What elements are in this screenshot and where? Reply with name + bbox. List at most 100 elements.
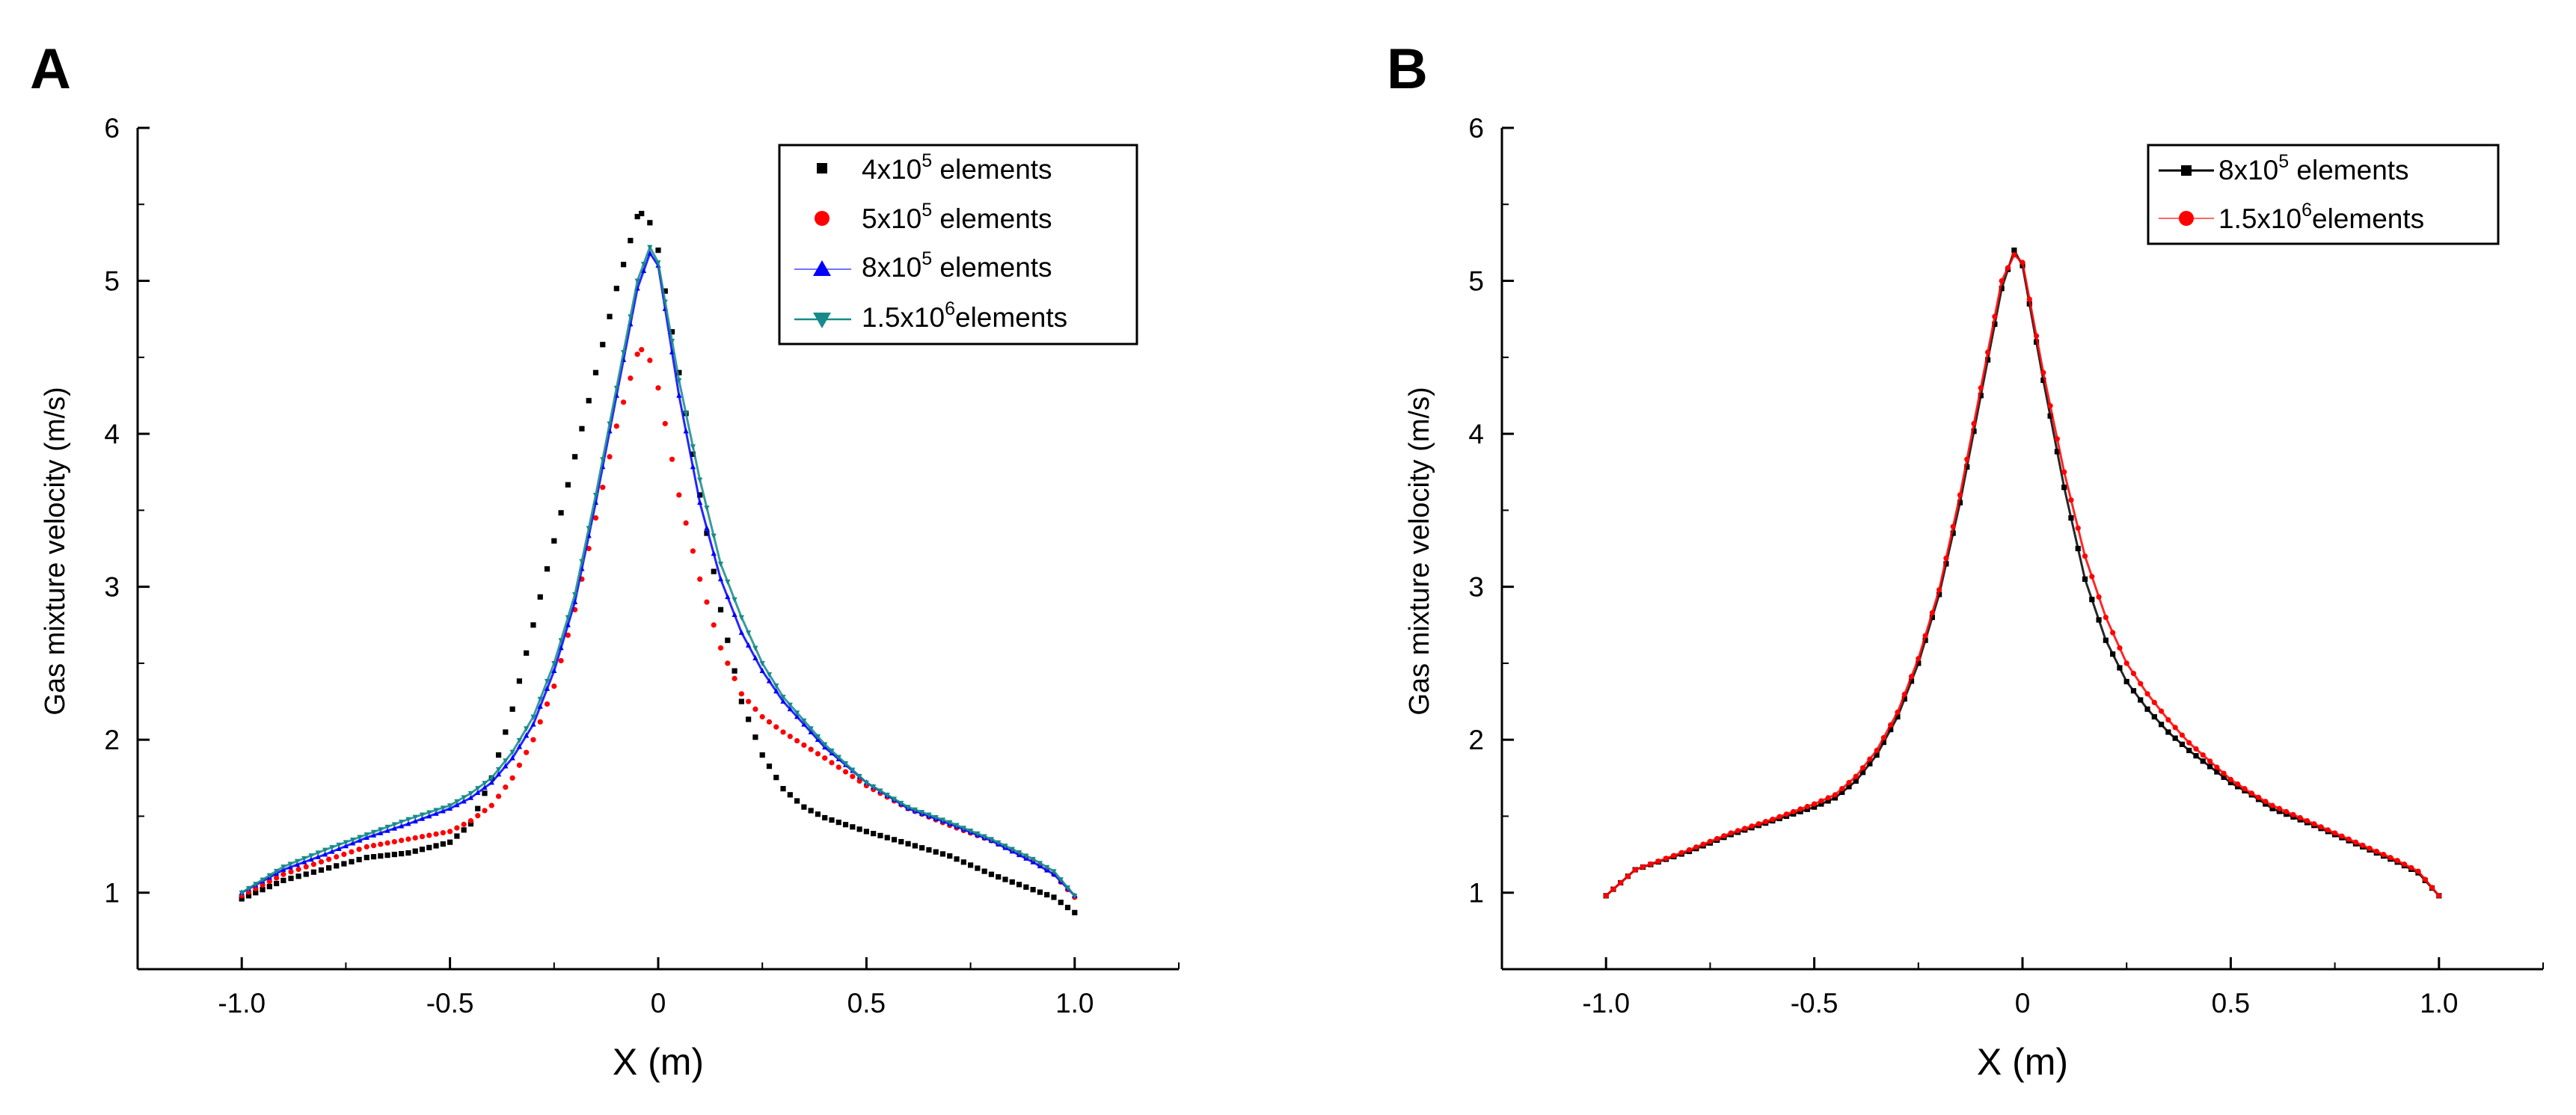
- panel-a-data-point: [315, 853, 321, 859]
- panel-b-data-point: [2011, 248, 2017, 254]
- panel-b-data-point: [1603, 893, 1609, 899]
- panel-a-data-point: [863, 829, 869, 835]
- panel-a-data-point: [690, 548, 696, 554]
- panel-a-data-point: [288, 875, 294, 882]
- panel-b: B 1 2 3 4 5 6 -1.0 -0.5 0 0.5 1.0 X (m) Gas mixtur…: [1387, 37, 2544, 1083]
- panel-a-data-point: [613, 385, 619, 392]
- panel-b-data-point: [1992, 321, 1998, 328]
- panel-a-data-point: [1072, 893, 1078, 900]
- panel-a-data-point: [334, 863, 340, 869]
- panel-b-data-point: [1832, 795, 1839, 801]
- panel-a-data-point: [475, 786, 481, 792]
- panel-b-x-tick-label: 0.5: [2212, 988, 2250, 1019]
- panel-a-data-point: [766, 719, 773, 725]
- panel-a-data-point: [343, 840, 349, 846]
- panel-a-data-point: [794, 737, 800, 744]
- panel-a-data-point: [239, 896, 245, 902]
- panel-a-data-point: [488, 802, 494, 808]
- panel-a-data-point: [954, 823, 960, 829]
- panel-b-legend-entry: 1.5x106elements: [2159, 200, 2424, 234]
- panel-a-data-point: [558, 645, 564, 651]
- panel-a-data-point: [628, 375, 634, 381]
- panel-b-data-point: [2255, 794, 2262, 800]
- panel-a-data-point: [780, 698, 786, 704]
- panel-a-data-point: [378, 841, 384, 847]
- panel-a-data-point: [787, 702, 793, 708]
- panel-a-data-point: [968, 862, 974, 868]
- panel-b-data-point: [2096, 617, 2102, 623]
- panel-a-data-point: [447, 839, 453, 845]
- panel-a-data-point: [780, 695, 786, 701]
- panel-a-data-point: [704, 524, 710, 531]
- panel-a-legend-label: 1.5x106elements: [862, 298, 1067, 333]
- panel-b-data-point: [2117, 645, 2123, 651]
- panel-b-data-point: [2123, 660, 2129, 666]
- panel-a-data-point: [503, 763, 509, 769]
- panel-b-data-point: [2276, 808, 2282, 814]
- panel-a-data-point: [364, 844, 369, 850]
- panel-a-data-point: [544, 685, 551, 691]
- panel-a-data-point: [822, 755, 828, 761]
- panel-b-data-point: [1791, 808, 1797, 814]
- panel-a-data-point: [808, 808, 814, 814]
- panel-b-data-point: [2165, 729, 2171, 735]
- panel-a-data-point: [364, 855, 369, 861]
- panel-a-data-point: [260, 887, 266, 893]
- panel-a-data-point: [738, 629, 744, 635]
- panel-a-data-point: [572, 454, 578, 460]
- panel-a-data-point: [690, 464, 696, 470]
- panel-a-data-point: [349, 849, 355, 855]
- panel-a-data-point: [662, 420, 668, 427]
- panel-a-x-axis-title: X (m): [613, 1041, 704, 1083]
- panel-a-data-point: [1072, 909, 1078, 915]
- panel-a-data-point: [399, 838, 405, 844]
- panel-a-data-point: [752, 734, 758, 740]
- panel-a-data-point: [697, 492, 703, 498]
- panel-a-legend-square-marker-icon: [817, 163, 827, 173]
- panel-b-data-point: [1999, 286, 2005, 292]
- panel-b-series: [1603, 252, 2442, 899]
- panel-a-data-point: [960, 859, 966, 865]
- panel-b-data-point: [1985, 349, 1991, 355]
- panel-b-data-point: [1978, 385, 1984, 391]
- panel-a-data-point: [516, 743, 522, 749]
- panel-a-data-point: [294, 858, 301, 864]
- panel-a-data-point: [551, 661, 557, 667]
- panel-a-data-point: [370, 829, 377, 835]
- panel-a-data-point: [1016, 882, 1022, 888]
- panel-a-legend-label: 8x105 elements: [862, 248, 1052, 283]
- panel-a-data-point: [1002, 876, 1008, 882]
- panel-a-data-point: [676, 369, 682, 375]
- panel-b-data-point: [2346, 836, 2352, 842]
- panel-a-data-point: [996, 840, 1002, 846]
- panel-a-data-point: [412, 848, 418, 854]
- panel-a-data-point: [301, 856, 307, 862]
- panel-a-data-point: [676, 492, 682, 498]
- panel-a-data-point: [759, 667, 765, 674]
- panel-b-data-point: [2207, 764, 2213, 770]
- panel-a-data-point: [1044, 864, 1050, 870]
- panel-b-data-point: [2061, 485, 2067, 491]
- panel-b-data-point: [2388, 855, 2393, 861]
- panel-b-data-point: [2040, 369, 2046, 375]
- panel-a-data-point: [467, 794, 474, 800]
- panel-a-data-point: [683, 411, 689, 417]
- panel-b-data-point: [2054, 449, 2060, 455]
- panel-a-data-point: [842, 822, 849, 828]
- panel-a-data-point: [794, 713, 800, 719]
- panel-a-data-point: [495, 767, 502, 773]
- panel-a-data-point: [308, 853, 314, 859]
- panel-a-data-point: [274, 880, 280, 887]
- panel-a-data-point: [732, 668, 737, 674]
- panel-a-data-point: [412, 817, 418, 824]
- panel-a-data-point: [704, 506, 710, 512]
- panel-b-data-point: [1859, 770, 1866, 775]
- panel-a-data-point: [266, 873, 272, 879]
- panel-a-data-point: [509, 755, 515, 761]
- panel-a-data-point: [245, 893, 252, 899]
- panel-b-data-point: [2159, 708, 2165, 714]
- panel-a-data-point: [607, 421, 613, 427]
- panel-b-legend: 8x105 elements 1.5x106elements: [2147, 144, 2500, 245]
- panel-a-data-point: [495, 793, 502, 799]
- panel-b-data-point: [1895, 709, 1901, 715]
